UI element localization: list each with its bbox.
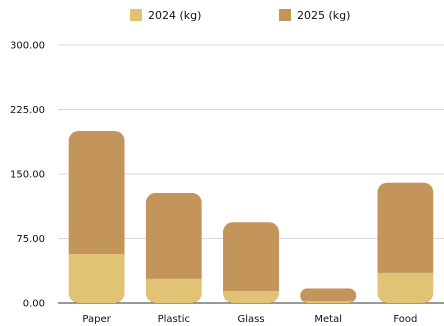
y-tick-label: 300.00 <box>10 41 45 52</box>
y-axis: 0.00 75.00 150.00 225.00 300.00 <box>10 41 45 310</box>
legend-swatch-2024 <box>130 9 142 21</box>
x-tick-label: Paper <box>82 314 111 325</box>
bar-segment[interactable] <box>68 253 125 303</box>
legend-label-2025: 2025 (kg) <box>297 8 351 22</box>
legend-item-2024[interactable]: 2024 (kg) <box>130 7 201 23</box>
y-tick-label: 0.00 <box>23 299 45 310</box>
legend-label-2024: 2024 (kg) <box>148 8 202 22</box>
x-tick-label: Food <box>393 314 417 325</box>
y-tick-label: 225.00 <box>10 105 45 116</box>
legend-item-2025[interactable]: 2025 (kg) <box>279 7 350 23</box>
x-axis: Paper Plastic Glass Metal Food <box>82 314 417 325</box>
bar-segment[interactable] <box>145 278 202 303</box>
bar-segment[interactable] <box>68 131 125 254</box>
bar-segment[interactable] <box>377 272 434 303</box>
bar-segment[interactable] <box>223 222 279 291</box>
x-tick-label: Glass <box>237 314 264 325</box>
bar-stack-paper[interactable] <box>68 131 125 303</box>
bar-segment[interactable] <box>145 192 202 279</box>
bar-stack-food[interactable] <box>377 182 434 303</box>
bar-segment[interactable] <box>300 301 357 303</box>
legend-swatch-2025 <box>279 9 291 21</box>
legend: 2024 (kg) 2025 (kg) <box>0 0 444 30</box>
bars <box>68 131 434 303</box>
y-tick-label: 150.00 <box>10 170 45 181</box>
bar-segment[interactable] <box>223 290 279 303</box>
y-tick-label: 75.00 <box>16 234 45 245</box>
x-tick-label: Plastic <box>158 314 190 325</box>
bar-segment[interactable] <box>377 182 434 273</box>
bar-stack-glass[interactable] <box>223 222 279 303</box>
x-tick-label: Metal <box>314 314 342 325</box>
bar-stack-plastic[interactable] <box>145 192 202 303</box>
bar-stack-metal[interactable] <box>300 288 357 303</box>
bar-segment[interactable] <box>300 288 357 302</box>
